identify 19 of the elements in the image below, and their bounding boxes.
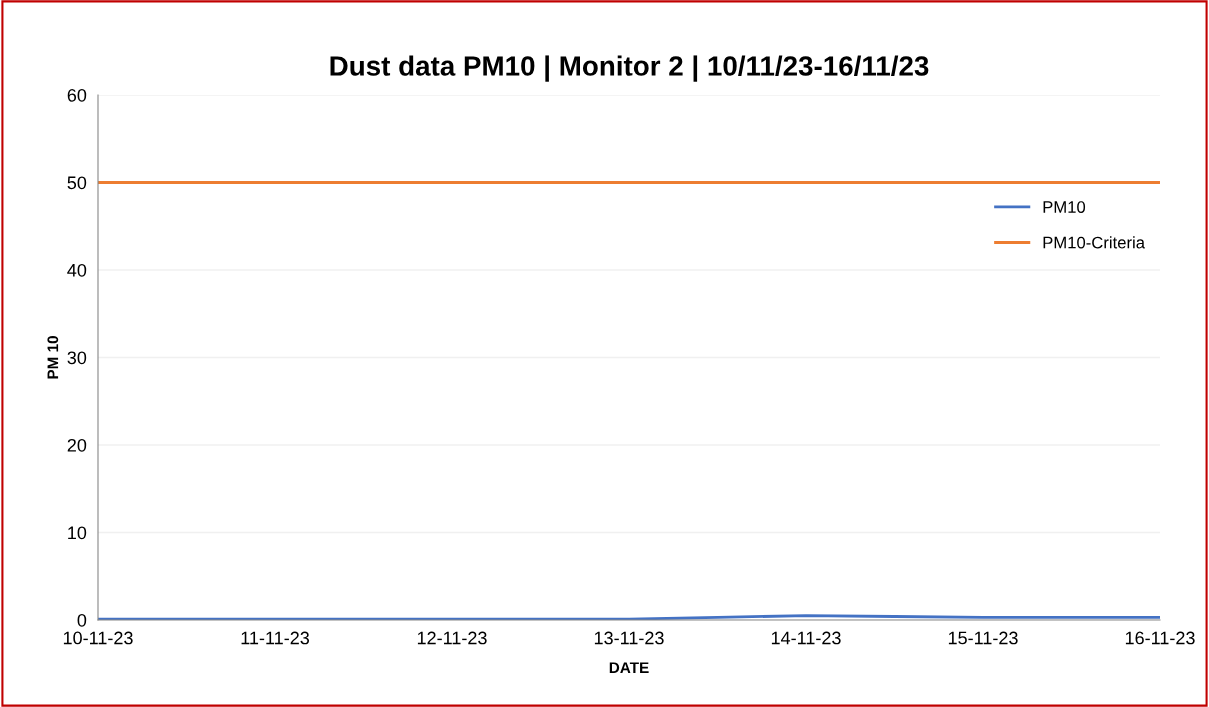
x-tick-label: 14-11-23 <box>771 631 841 645</box>
x-tick-label: 12-11-23 <box>417 631 487 645</box>
x-tick-label: 15-11-23 <box>948 631 1018 645</box>
x-tick-label: 11-11-23 <box>241 631 310 645</box>
y-tick-label: 30 <box>67 351 87 365</box>
y-axis-title: PM 10 <box>47 336 59 379</box>
x-axis-title: DATE <box>609 662 649 673</box>
chart-title: Dust data PM10 | Monitor 2 | 10/11/23-16/11/23 <box>330 55 929 82</box>
y-tick-label: 60 <box>67 88 87 102</box>
y-tick-label: 50 <box>67 176 87 190</box>
x-tick-label: 10-11-23 <box>63 631 133 645</box>
y-tick-label: 10 <box>68 526 87 540</box>
legend-label: PM10 <box>1043 201 1086 213</box>
y-tick-label: 0 <box>77 613 87 627</box>
legend-label: PM10-Criteria <box>1043 236 1145 249</box>
x-tick-label: 16-11-23 <box>1125 631 1195 645</box>
y-tick-label: 40 <box>67 263 87 277</box>
x-tick-label: 13-11-23 <box>594 631 664 645</box>
y-tick-label: 20 <box>67 438 87 452</box>
